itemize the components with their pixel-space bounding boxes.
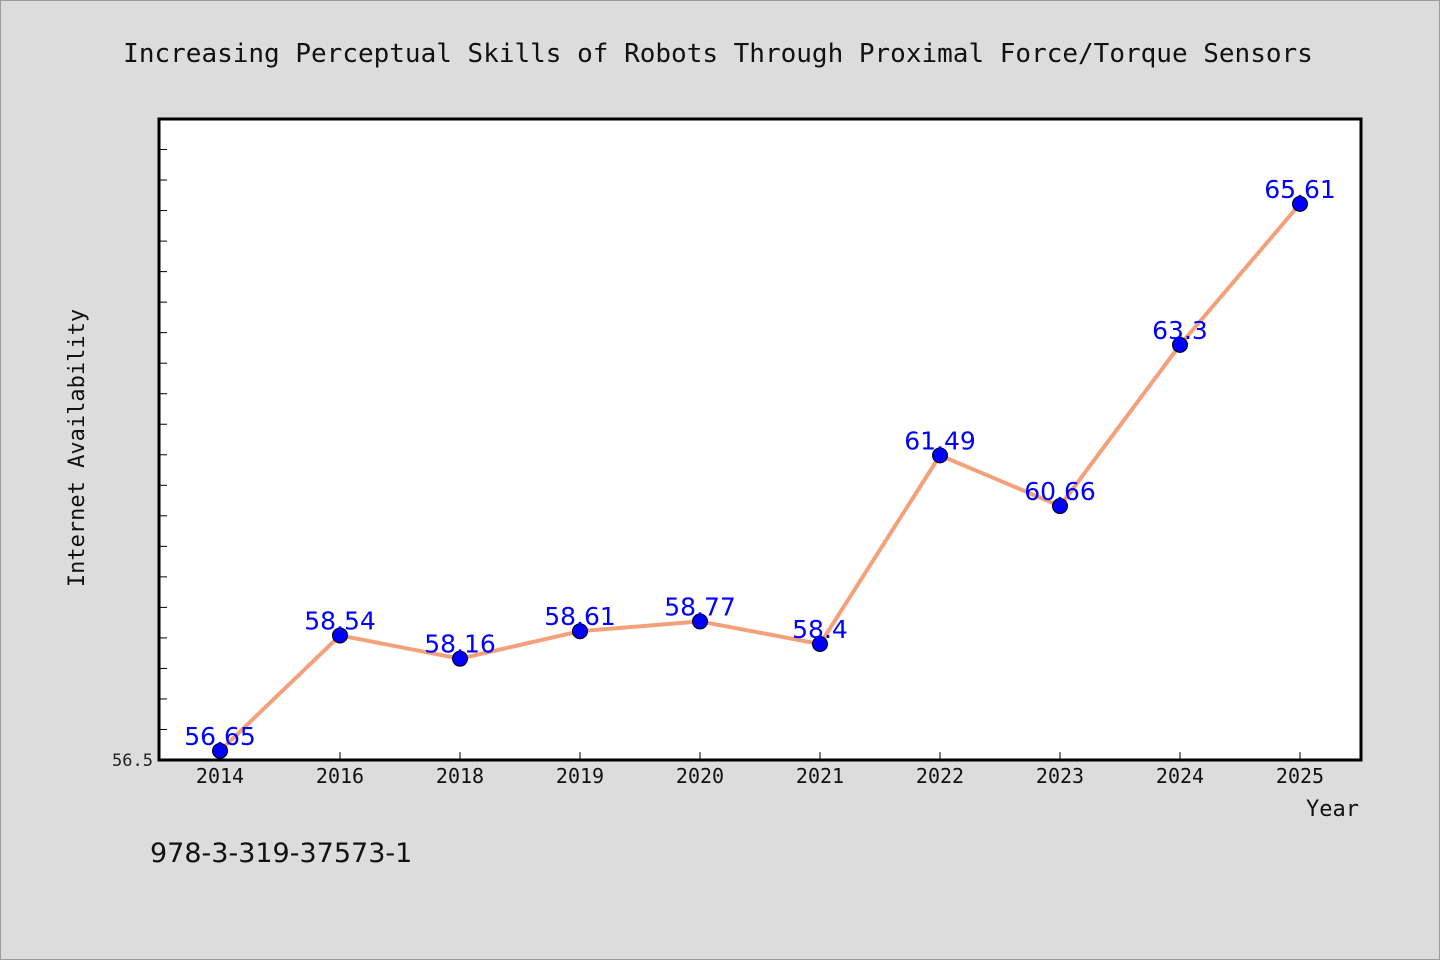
y-axis-ticks bbox=[159, 149, 167, 761]
series-line bbox=[218, 201, 1302, 753]
data-point-marker bbox=[812, 636, 828, 653]
data-label: 58.61 bbox=[544, 602, 616, 631]
data-labels: 56.65 58.54 58.16 58.61 58.77 58.4 61.49 60.66 6… bbox=[184, 175, 1336, 751]
data-label: 58.16 bbox=[424, 630, 496, 659]
x-tick-label: 2022 bbox=[916, 764, 964, 788]
x-tick-label: 2018 bbox=[436, 764, 484, 788]
x-axis-tick-labels: 2014 2016 2018 2019 2020 2021 2022 2023 2024 2025 bbox=[196, 764, 1324, 788]
data-point-marker bbox=[332, 627, 348, 644]
chart-title: Increasing Perceptual Skills of Robots T… bbox=[123, 39, 1313, 69]
y-axis-label: Internet Availability bbox=[65, 309, 90, 587]
data-point-marker bbox=[692, 613, 708, 630]
data-point-marker bbox=[1052, 498, 1068, 515]
data-label: 56.65 bbox=[184, 722, 256, 751]
data-label: 65.61 bbox=[1264, 175, 1336, 204]
data-point-marker bbox=[1292, 195, 1308, 212]
data-point-marker bbox=[572, 623, 588, 640]
x-tick-label: 2020 bbox=[676, 764, 724, 788]
x-tick-label: 2016 bbox=[316, 764, 364, 788]
data-point-marker bbox=[932, 447, 948, 464]
footer-isbn: 978-3-319-37573-1 bbox=[150, 838, 412, 869]
data-label: 58.77 bbox=[664, 592, 736, 621]
data-point-marker bbox=[212, 742, 228, 759]
x-tick-label: 2025 bbox=[1276, 764, 1324, 788]
data-label: 60.66 bbox=[1024, 477, 1096, 506]
x-tick-label: 2019 bbox=[556, 764, 604, 788]
plot-area bbox=[157, 117, 1363, 762]
y-tick-label: 56.5 bbox=[112, 751, 153, 771]
x-tick-label: 2021 bbox=[796, 764, 844, 788]
x-axis-label: Year bbox=[1306, 797, 1359, 822]
x-tick-label: 2024 bbox=[1156, 764, 1204, 788]
data-label: 58.4 bbox=[792, 615, 848, 644]
data-label: 61.49 bbox=[904, 426, 976, 455]
data-label: 63.3 bbox=[1152, 316, 1208, 345]
series-markers bbox=[212, 195, 1308, 759]
data-point-marker bbox=[1172, 336, 1188, 353]
x-tick-label: 2014 bbox=[196, 764, 244, 788]
data-label: 58.54 bbox=[304, 606, 376, 635]
data-point-marker bbox=[452, 650, 468, 667]
x-tick-label: 2023 bbox=[1036, 764, 1084, 788]
